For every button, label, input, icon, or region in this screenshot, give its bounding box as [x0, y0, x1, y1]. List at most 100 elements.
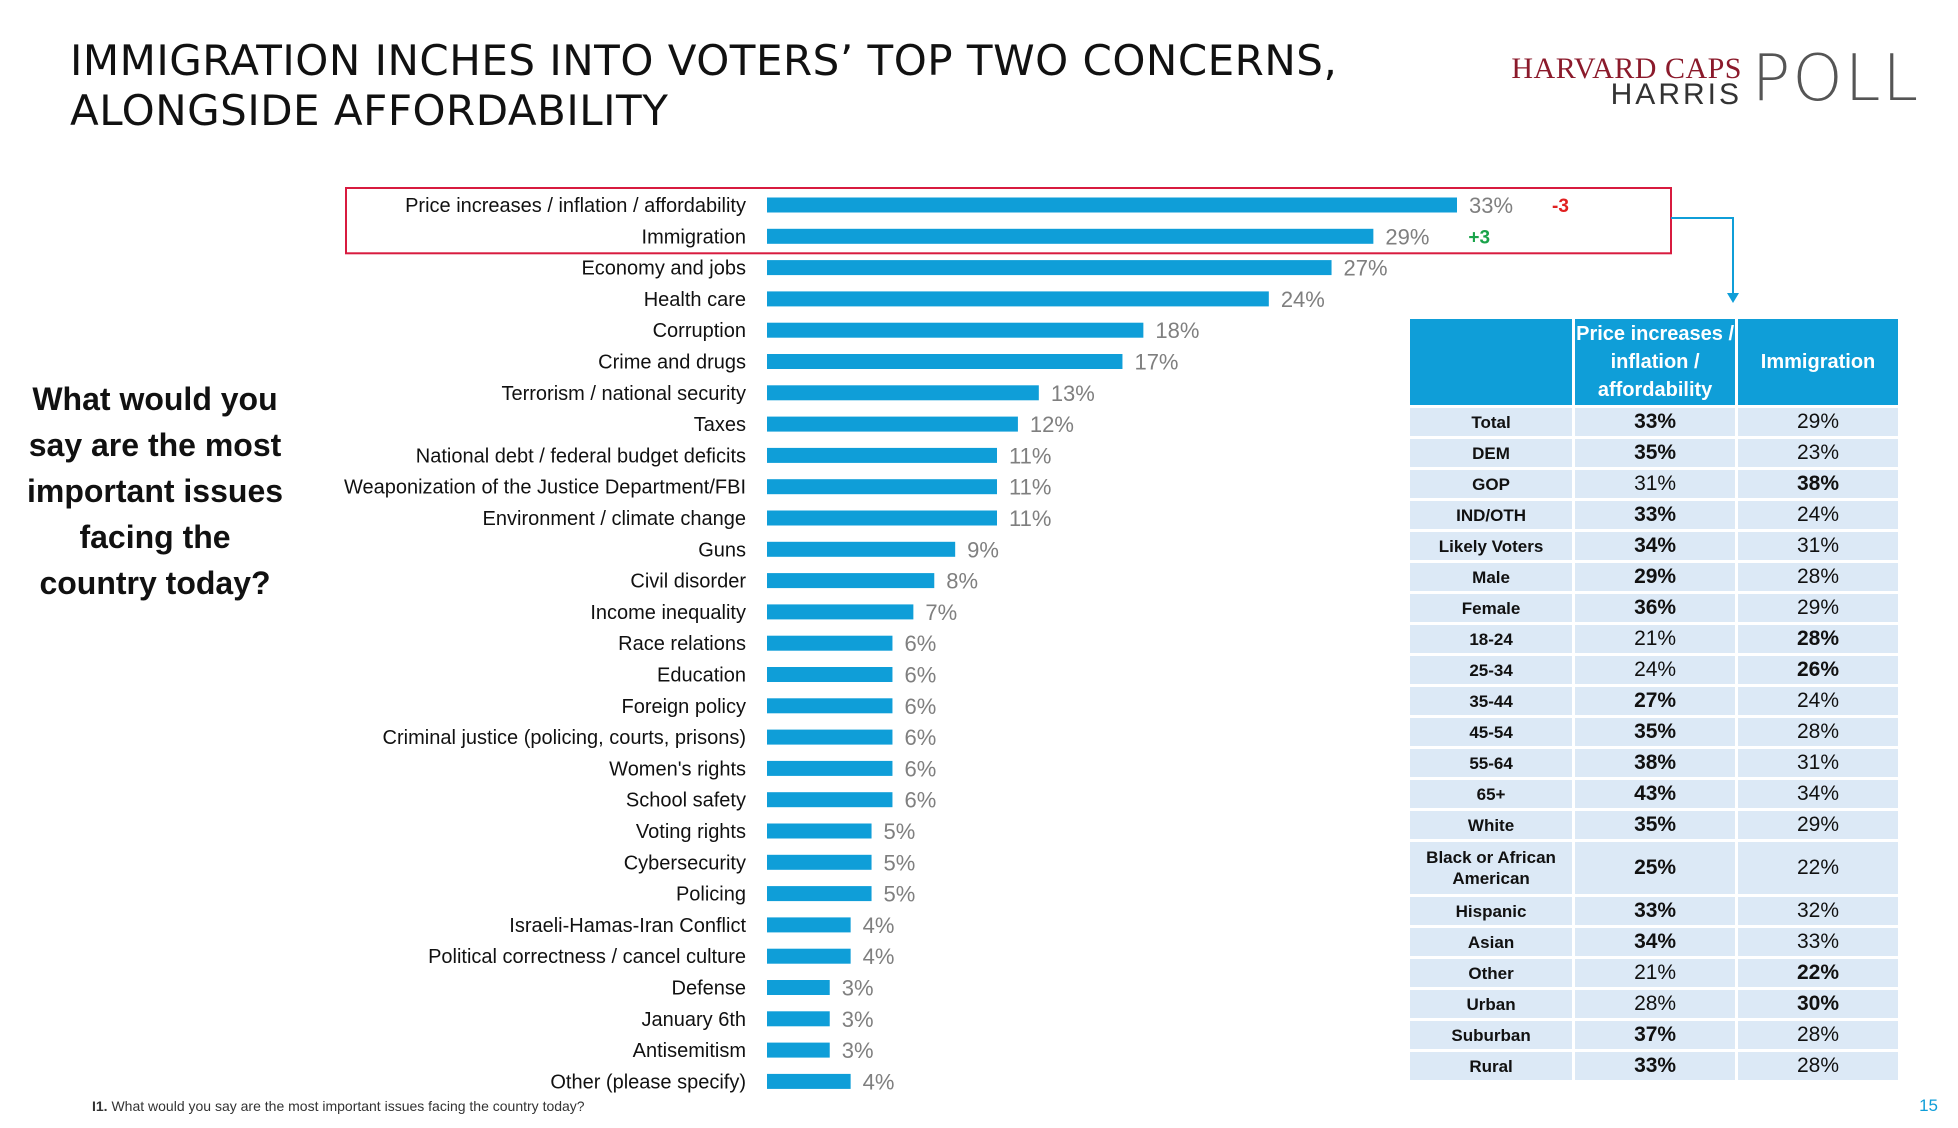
header-price-line: affordability [1597, 379, 1713, 401]
table-row: Hispanic 33% 32% [1410, 897, 1898, 925]
bar [767, 385, 1039, 401]
category-label: Health care [644, 289, 746, 311]
category-label: Women's rights [609, 758, 746, 780]
value-label: 13% [1051, 381, 1095, 406]
subgroup-table-container: Price increases / inflation / affordabil… [1410, 316, 1898, 1083]
price-value-cell: 31% [1575, 470, 1736, 498]
value-label: 7% [925, 600, 957, 625]
group-cell: Total [1410, 408, 1573, 436]
bar [767, 541, 956, 557]
group-cell: Male [1410, 563, 1573, 591]
bar [767, 416, 1018, 432]
value-label: 4% [863, 944, 895, 969]
value-label: 6% [904, 694, 936, 719]
group-cell: GOP [1410, 470, 1573, 498]
value-label: 4% [863, 1069, 895, 1094]
connector-line [1671, 217, 1734, 294]
price-value-cell: 29% [1575, 563, 1736, 591]
table-row: Black or African American 25% 22% [1410, 842, 1898, 894]
bar [767, 260, 1332, 276]
table-header-immigration: Immigration [1738, 319, 1898, 405]
price-value-cell: 34% [1575, 928, 1736, 956]
immigration-value-cell: 26% [1738, 656, 1898, 684]
header-price-line: inflation / [1610, 351, 1700, 373]
question-line: important issues [26, 473, 284, 509]
group-cell: Other [1410, 959, 1573, 987]
value-label: 29% [1385, 224, 1429, 249]
bar [767, 479, 997, 495]
value-label: 6% [904, 788, 936, 813]
table-row: Other 21% 22% [1410, 959, 1898, 987]
category-label: Guns [698, 539, 746, 561]
footnote-prefix: I1. [92, 1098, 108, 1114]
table-row: Likely Voters 34% 31% [1410, 532, 1898, 560]
category-label: Israeli-Hamas-Iran Conflict [509, 915, 746, 937]
value-label: 6% [904, 725, 936, 750]
category-label: Terrorism / national security [501, 383, 746, 405]
group-cell: 55-64 [1410, 749, 1573, 777]
bar [767, 823, 872, 839]
price-value-cell: 37% [1575, 1021, 1736, 1049]
immigration-value-cell: 31% [1738, 532, 1898, 560]
table-header-group [1410, 319, 1573, 405]
bar [767, 573, 935, 589]
value-label: 17% [1134, 350, 1178, 375]
category-label: Foreign policy [621, 696, 746, 718]
category-label: Other (please specify) [550, 1071, 746, 1093]
group-cell: Black or African American [1410, 842, 1573, 894]
category-label: Defense [672, 978, 747, 1000]
table-row: 65+ 43% 34% [1410, 780, 1898, 808]
group-cell: Urban [1410, 990, 1573, 1018]
category-label: Policing [676, 884, 746, 906]
table-row: 45-54 35% 28% [1410, 718, 1898, 746]
header-price-line: Price increases / [1576, 323, 1735, 345]
group-cell: IND/OTH [1410, 501, 1573, 529]
immigration-value-cell: 24% [1738, 501, 1898, 529]
category-label: Cybersecurity [624, 852, 746, 874]
price-value-cell: 28% [1575, 990, 1736, 1018]
immigration-value-cell: 31% [1738, 749, 1898, 777]
category-label: Crime and drugs [598, 352, 746, 374]
table-row: 18-24 21% 28% [1410, 625, 1898, 653]
subgroup-table: Price increases / inflation / affordabil… [1407, 316, 1901, 1083]
bar [767, 760, 893, 776]
immigration-value-cell: 28% [1738, 1052, 1898, 1080]
price-value-cell: 24% [1575, 656, 1736, 684]
category-label: Environment / climate change [483, 508, 746, 530]
value-label: 12% [1030, 412, 1074, 437]
price-value-cell: 33% [1575, 897, 1736, 925]
category-label: Education [657, 665, 746, 687]
category-label: National debt / federal budget deficits [416, 445, 746, 467]
bar [767, 291, 1269, 307]
price-value-cell: 35% [1575, 811, 1736, 839]
price-value-cell: 33% [1575, 1052, 1736, 1080]
table-row: White 35% 29% [1410, 811, 1898, 839]
value-label: 27% [1344, 256, 1388, 281]
logo-line-1: HARVARD CAPS [1511, 52, 1742, 85]
value-label: 8% [946, 569, 978, 594]
table-row: DEM 35% 23% [1410, 439, 1898, 467]
group-cell: Asian [1410, 928, 1573, 956]
immigration-value-cell: 28% [1738, 718, 1898, 746]
immigration-value-cell: 32% [1738, 897, 1898, 925]
immigration-value-cell: 28% [1738, 563, 1898, 591]
bar [767, 1042, 830, 1058]
bar [767, 228, 1374, 244]
category-label: Antisemitism [633, 1040, 746, 1062]
subgroup-table-body: Total 33% 29% DEM 35% 23% GOP 31% 38% IND/OTH 33% 2… [1410, 408, 1898, 1080]
question-line: country today? [39, 565, 271, 601]
question-line: What would you [32, 381, 278, 417]
bar [767, 854, 872, 870]
category-label: Income inequality [590, 602, 746, 624]
table-row: IND/OTH 33% 24% [1410, 501, 1898, 529]
bar [767, 510, 997, 526]
value-label: 18% [1155, 318, 1199, 343]
logo-line-2: HARRIS [1610, 78, 1742, 111]
price-value-cell: 33% [1575, 501, 1736, 529]
value-label: 11% [1009, 443, 1051, 468]
table-row: Female 36% 29% [1410, 594, 1898, 622]
bar [767, 667, 893, 682]
bar [767, 354, 1123, 369]
category-label: Political correctness / cancel culture [428, 946, 746, 968]
